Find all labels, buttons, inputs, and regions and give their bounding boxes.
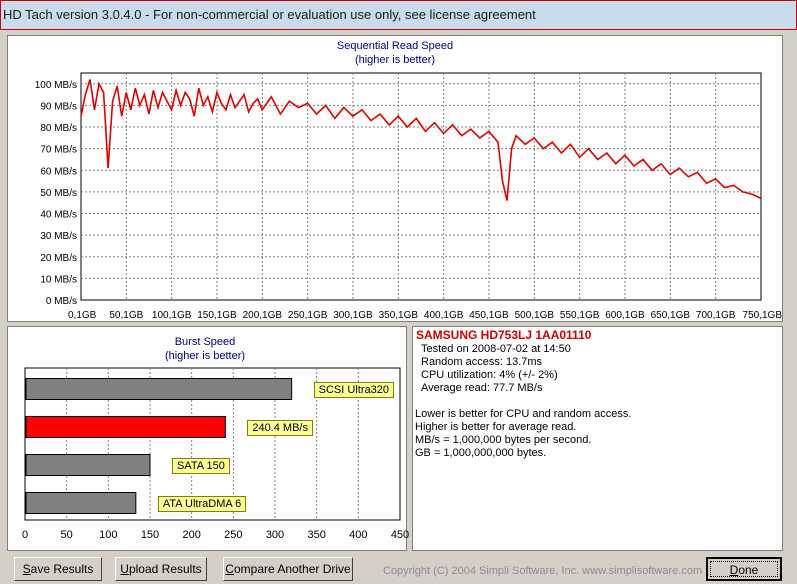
note-lower-better: Lower is better for CPU and random acces…: [415, 408, 632, 420]
burst-bar-label: SATA 150: [172, 457, 230, 474]
burst-bar-label: ATA UltraDMA 6: [157, 495, 247, 512]
title-bar: HD Tach version 3.0.4.0 - For non-commer…: [0, 0, 797, 30]
y-tick-label: 70 MB/s: [40, 145, 77, 156]
done-button[interactable]: Done: [706, 557, 782, 581]
x-tick-label: 150,1GB: [197, 310, 237, 321]
y-tick-label: 90 MB/s: [40, 101, 77, 112]
burst-x-tick-label: 350: [307, 529, 325, 541]
x-tick-label: 250,1GB: [288, 310, 328, 321]
burst-x-tick-label: 100: [99, 529, 117, 541]
x-tick-label: 500,1GB: [515, 310, 555, 321]
burst-chart-title: Burst Speed: [174, 336, 236, 348]
burst-x-tick-label: 150: [141, 529, 159, 541]
results-info-panel: [412, 326, 783, 551]
compare-label: ompare Another Drive: [233, 562, 351, 576]
done-accel: D: [729, 563, 739, 577]
x-tick-label: 550,1GB: [560, 310, 600, 321]
burst-bar-label: SCSI Ultra320: [313, 381, 394, 398]
upload-results-accel: U: [120, 562, 129, 576]
sequential-chart-title: Sequential Read Speed: [336, 40, 454, 52]
sequential-chart-subtitle: (higher is better): [354, 54, 436, 66]
y-tick-label: 50 MB/s: [40, 188, 77, 199]
upload-results-label: pload Results: [128, 562, 202, 576]
y-tick-label: 30 MB/s: [40, 231, 77, 242]
burst-bar-label: 240.4 MB/s: [247, 419, 313, 436]
burst-x-tick-label: 450: [391, 529, 409, 541]
random-access: Random access: 13.7ms: [421, 356, 543, 368]
x-tick-label: 700,1GB: [696, 310, 736, 321]
burst-x-tick-label: 50: [61, 529, 73, 541]
x-tick-label: 600,1GB: [605, 310, 645, 321]
burst-x-tick-label: 300: [266, 529, 284, 541]
y-tick-label: 100 MB/s: [35, 80, 77, 91]
x-tick-label: 450,1GB: [469, 310, 509, 321]
burst-chart-subtitle: (higher is better): [164, 350, 246, 362]
average-read: Average read: 77.7 MB/s: [421, 382, 543, 394]
window-title: HD Tach version 3.0.4.0 - For non-commer…: [3, 7, 536, 22]
compare-accel: C: [225, 562, 234, 576]
save-results-label: ave Results: [30, 562, 94, 576]
burst-bar: [25, 416, 226, 438]
note-mbs-definition: MB/s = 1,000,000 bytes per second.: [415, 434, 592, 446]
x-tick-label: 650,1GB: [651, 310, 691, 321]
burst-bar: [25, 492, 137, 514]
burst-x-tick-label: 200: [182, 529, 200, 541]
y-tick-label: 40 MB/s: [40, 210, 77, 221]
note-higher-better: Higher is better for average read.: [415, 421, 577, 433]
y-tick-label: 10 MB/s: [40, 274, 77, 285]
y-tick-label: 20 MB/s: [40, 253, 77, 264]
x-tick-label: 400,1GB: [424, 310, 464, 321]
x-tick-label: 350,1GB: [379, 310, 419, 321]
burst-x-tick-label: 250: [224, 529, 242, 541]
x-tick-label: 300,1GB: [333, 310, 373, 321]
read-speed-line: [80, 79, 762, 201]
upload-results-button[interactable]: Upload Results: [115, 557, 207, 581]
burst-x-tick-label: 0: [22, 529, 28, 541]
x-tick-label: 100,1GB: [152, 310, 192, 321]
done-label: one: [738, 563, 759, 577]
y-tick-label: 0 MB/s: [46, 296, 77, 307]
burst-bar: [25, 378, 293, 400]
save-results-button[interactable]: Save Results: [14, 557, 102, 581]
y-tick-label: 80 MB/s: [40, 123, 77, 134]
x-tick-label: 200,1GB: [243, 310, 283, 321]
cpu-utilization: CPU utilization: 4% (+/- 2%): [421, 369, 558, 381]
drive-model: SAMSUNG HD753LJ 1AA01110: [416, 328, 592, 342]
x-tick-label: 750,1GB: [743, 310, 783, 321]
y-tick-label: 60 MB/s: [40, 166, 77, 177]
x-tick-label: 50,1GB: [109, 310, 143, 321]
burst-bar: [25, 454, 151, 476]
burst-x-tick-label: 400: [349, 529, 367, 541]
compare-another-drive-button[interactable]: Compare Another Drive: [223, 557, 353, 581]
note-gb-definition: GB = 1,000,000,000 bytes.: [415, 447, 547, 459]
save-results-accel: S: [22, 562, 31, 576]
x-tick-label: 0,1GB: [68, 310, 97, 321]
copyright-text: Copyright (C) 2004 Simpli Software, Inc.…: [383, 565, 703, 577]
test-date: Tested on 2008-07-02 at 14:50: [421, 343, 571, 355]
